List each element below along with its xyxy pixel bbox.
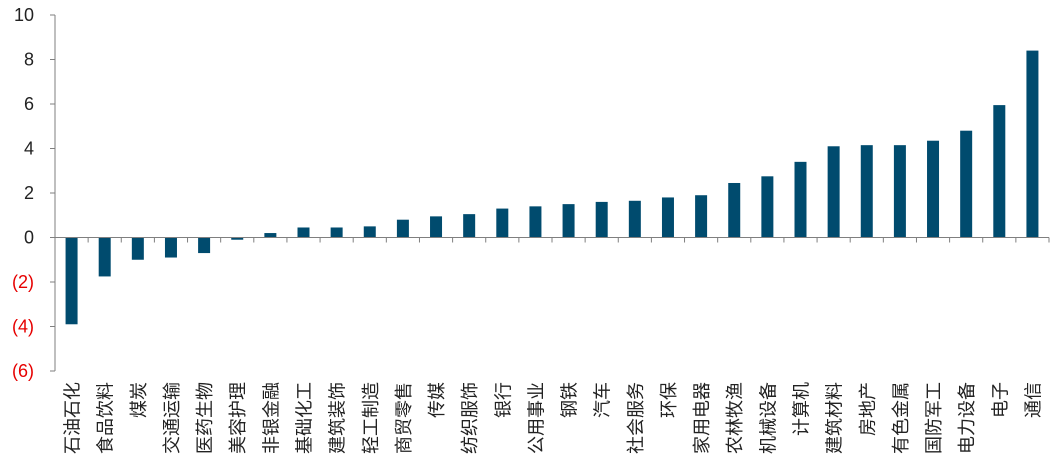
y-tick-label: 10	[14, 5, 34, 25]
bar-28	[960, 130, 973, 238]
category-label: 美容护理	[228, 382, 249, 454]
y-tick-label: 6	[24, 94, 34, 114]
bar-14	[496, 208, 509, 238]
category-label: 轻工制造	[361, 382, 382, 454]
category-label: 食品饮料	[96, 382, 117, 454]
category-label: 基础化工	[295, 382, 316, 454]
category-label: 社会服务	[626, 382, 647, 454]
category-label: 通信	[1023, 382, 1044, 418]
bar-19	[661, 197, 674, 238]
bar-30	[1026, 50, 1039, 238]
category-label: 电力设备	[957, 382, 978, 454]
category-label: 传媒	[427, 382, 448, 418]
bar-3	[131, 237, 144, 260]
x-axis	[54, 237, 1050, 243]
category-label: 有色金属	[891, 382, 912, 454]
category-label: 汽车	[593, 382, 614, 418]
bar-18	[628, 200, 641, 238]
bar-4	[164, 237, 177, 258]
bar-24	[827, 146, 840, 238]
bar-21	[728, 182, 741, 238]
y-tick-label: 0	[24, 228, 34, 248]
bar-27	[927, 140, 940, 238]
category-label: 房地产	[858, 382, 879, 436]
category-label: 石油石化	[63, 382, 84, 454]
bar-13	[463, 214, 476, 238]
bar-1	[65, 237, 78, 325]
category-label: 银行	[493, 382, 514, 418]
category-label: 煤炭	[129, 382, 150, 418]
y-tick-label: (4)	[12, 317, 34, 337]
bar-17	[595, 201, 608, 238]
category-labels: 石油石化 食品饮料 煤炭 交通运输 医药生物 美容护理 非银金融 基础化工 建筑装饰 轻工制造 商贸…	[63, 382, 1045, 454]
category-label: 建筑材料	[825, 382, 846, 454]
category-label: 家用电器	[692, 382, 713, 454]
bars	[65, 50, 1039, 325]
y-tick-label: 2	[24, 183, 34, 203]
category-label: 农林牧渔	[725, 382, 746, 454]
bar-16	[562, 204, 575, 238]
category-label: 纺织服饰	[460, 382, 481, 454]
bar-7	[264, 233, 277, 238]
category-label: 钢铁	[560, 382, 581, 418]
bar-29	[993, 105, 1006, 238]
category-label: 机械设备	[758, 382, 779, 454]
category-label: 非银金融	[261, 382, 282, 454]
bar-25	[860, 145, 873, 238]
category-label: 医药生物	[195, 382, 216, 454]
category-label: 交通运输	[162, 382, 183, 454]
bar-20	[695, 195, 708, 238]
bar-6	[231, 237, 244, 240]
y-axis: 10 8 6 4 2 0 (2) (4) (6)	[12, 5, 56, 381]
y-tick-label: 4	[24, 139, 34, 159]
category-label: 公用事业	[526, 382, 547, 454]
bar-26	[893, 145, 906, 238]
category-label: 建筑装饰	[328, 382, 349, 454]
y-tick-label: (2)	[12, 272, 34, 292]
bar-11	[396, 219, 409, 238]
bar-8	[297, 227, 310, 238]
bar-12	[430, 216, 443, 238]
bar-22	[761, 176, 774, 238]
bar-10	[363, 226, 376, 238]
category-label: 电子	[990, 382, 1011, 418]
y-tick-label: (6)	[12, 361, 34, 381]
bar-5	[198, 237, 211, 254]
category-label: 计算机	[792, 382, 813, 436]
category-label: 环保	[659, 382, 680, 418]
bar-15	[529, 206, 542, 238]
bar-23	[794, 161, 807, 238]
bar-2	[98, 237, 111, 277]
bar-9	[330, 227, 343, 238]
category-label: 国防军工	[924, 382, 945, 454]
y-tick-label: 8	[24, 50, 34, 70]
category-label: 商贸零售	[394, 382, 415, 454]
